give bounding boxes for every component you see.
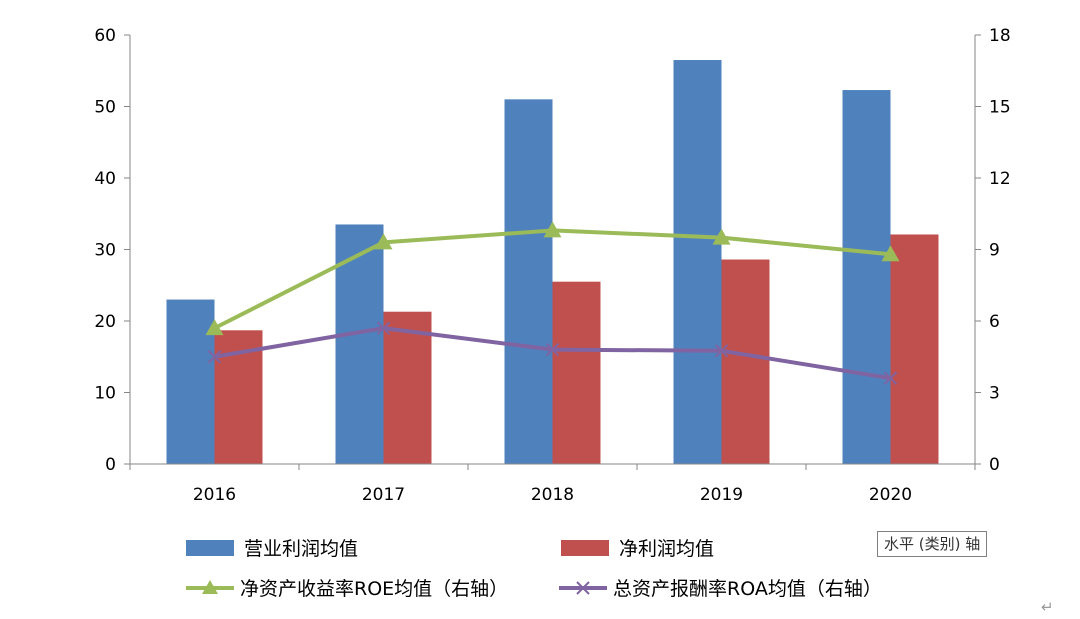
roa-marker-2020 xyxy=(883,371,898,385)
roa-marker-2017 xyxy=(376,321,391,335)
legend-marker-roa xyxy=(559,580,607,595)
right-tick-label: 0 xyxy=(989,455,1000,475)
roe-marker-2016 xyxy=(205,319,224,336)
legend-label-operating-profit: 营业利润均值 xyxy=(244,538,359,560)
x-tick-label: 2018 xyxy=(531,485,574,505)
left-tick-label: 10 xyxy=(94,384,116,404)
axis-tooltip: 水平 (类别) 轴 xyxy=(877,531,988,557)
left-tick-label: 60 xyxy=(94,26,116,46)
left-tick-label: 30 xyxy=(94,241,116,261)
paragraph-return-mark: ↵ xyxy=(1041,598,1054,616)
legend-item-net-profit: 净利润均值 xyxy=(561,534,714,561)
left-tick-label: 0 xyxy=(105,455,116,475)
bar-1-2019 xyxy=(721,259,770,464)
left-tick-label: 40 xyxy=(94,169,116,189)
legend-label-net-profit: 净利润均值 xyxy=(619,538,715,560)
right-tick-label: 18 xyxy=(989,26,1011,46)
bar-1-2020 xyxy=(890,234,939,464)
roa-marker-2019 xyxy=(714,344,729,358)
x-tick-label: 2016 xyxy=(193,485,236,505)
roa-marker-2016 xyxy=(207,350,222,364)
roe-marker-2017 xyxy=(374,233,393,250)
x-tick-label: 2019 xyxy=(700,485,743,505)
bar-0-2018 xyxy=(504,99,553,464)
bar-1-2017 xyxy=(383,311,432,464)
x-tick-label: 2017 xyxy=(362,485,405,505)
legend-marker-roe xyxy=(186,579,234,594)
legend-item-roe: 净资产收益率ROE均值（右轴） xyxy=(186,574,508,601)
roe-marker-2018 xyxy=(543,221,562,238)
bar-0-2020 xyxy=(842,90,891,465)
right-tick-label: 3 xyxy=(989,384,1000,404)
left-tick-label: 50 xyxy=(94,98,116,118)
roa-marker-2018 xyxy=(545,342,560,357)
legend-swatch-operating-profit xyxy=(186,539,234,556)
bar-0-2016 xyxy=(166,299,215,464)
bar-0-2019 xyxy=(673,60,722,465)
legend-item-roa: 总资产报酬率ROA均值（右轴） xyxy=(559,574,882,601)
legend-swatch-net-profit xyxy=(561,539,609,556)
legend-item-operating-profit: 营业利润均值 xyxy=(186,534,358,561)
bar-0-2017 xyxy=(335,224,384,464)
right-tick-label: 9 xyxy=(989,241,1000,261)
roe-marker-2020 xyxy=(881,245,900,262)
roe-marker-2019 xyxy=(712,228,731,245)
bar-1-2018 xyxy=(552,281,601,464)
left-tick-label: 20 xyxy=(94,312,116,332)
legend-label-roe: 净资产收益率ROE均值（右轴） xyxy=(240,578,509,600)
right-tick-label: 6 xyxy=(989,312,1000,332)
right-tick-label: 12 xyxy=(989,169,1011,189)
legend-label-roa: 总资产报酬率ROA均值（右轴） xyxy=(613,578,882,600)
x-tick-label: 2020 xyxy=(869,485,912,505)
right-tick-label: 15 xyxy=(989,98,1011,118)
